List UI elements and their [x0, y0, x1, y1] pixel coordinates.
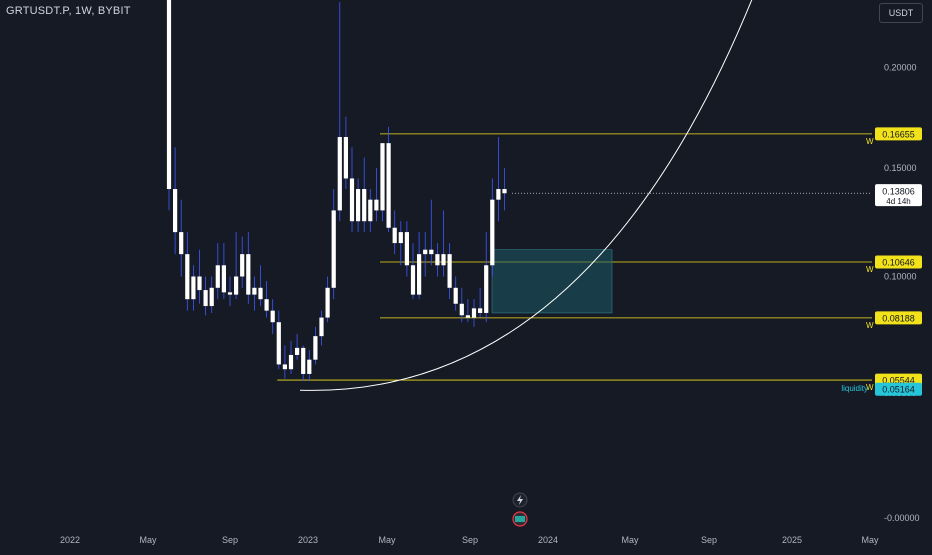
level-tag: W [866, 321, 874, 330]
current-price-value: 0.13806 [882, 187, 915, 197]
x-tick-label: Sep [222, 535, 238, 545]
liquidity-price-tag [875, 382, 922, 396]
candle-body [362, 189, 367, 222]
candle-body [270, 310, 275, 323]
candle-body [301, 347, 306, 374]
level-price-text: 0.16655 [882, 129, 915, 139]
candle-body [307, 359, 312, 374]
candle-body [502, 189, 507, 194]
candle-body [203, 290, 208, 307]
candle-body [423, 249, 428, 255]
candle-body [234, 276, 239, 295]
candle-body [356, 189, 361, 222]
candle-body [478, 308, 483, 313]
y-tick-label: 0.20000 [884, 63, 917, 73]
x-tick-label: Sep [462, 535, 478, 545]
candle-body [343, 137, 348, 179]
x-tick-label: May [621, 535, 639, 545]
bar-countdown: 4d 14h [886, 197, 910, 206]
candle-body [319, 317, 324, 337]
candle-body [386, 143, 391, 228]
candle-body [258, 287, 263, 300]
candle-body [264, 299, 269, 311]
candle-body [392, 227, 397, 244]
x-tick-label: May [861, 535, 879, 545]
candle-body [410, 265, 416, 295]
candle-body [288, 354, 294, 370]
candle-body [215, 265, 220, 288]
demand-zone [491, 249, 613, 314]
candle-body [331, 210, 336, 288]
candle-body [435, 254, 440, 266]
lightning-glyph [517, 495, 523, 505]
candle-body [453, 287, 458, 304]
candle-body [465, 315, 470, 318]
candle-body [417, 254, 422, 295]
level-price-tag [875, 255, 922, 269]
level-tag: W [866, 265, 874, 274]
candle-body [337, 137, 342, 211]
candle-body [240, 254, 245, 277]
x-tick-label: Sep [701, 535, 717, 545]
candle-body [398, 232, 403, 244]
y-tick-label: 0.10000 [884, 272, 917, 282]
candle-body [447, 254, 452, 288]
candle-body [282, 364, 287, 370]
x-tick-label: 2022 [60, 535, 80, 545]
candle-body [246, 254, 251, 295]
candle-body [490, 199, 495, 266]
candle-body [185, 254, 190, 300]
candle-body [197, 276, 202, 291]
liquidity-label: liquidity [841, 384, 868, 393]
candle-body [166, 0, 172, 190]
currency-button[interactable]: USDT [879, 3, 923, 23]
y-tick-label: -0.00000 [884, 513, 920, 523]
candle-body [295, 347, 300, 355]
x-tick-label: May [139, 535, 157, 545]
level-price-tag [875, 127, 922, 141]
liquidity-price-text: 0.05164 [882, 385, 915, 395]
candle-body [368, 199, 373, 222]
candle-body [179, 232, 184, 255]
level-price-text: 0.10646 [882, 258, 915, 268]
candle-body [349, 178, 355, 222]
level-price-tag [875, 311, 922, 325]
level-tag: W [866, 137, 874, 146]
level-price-text: 0.05544 [882, 376, 915, 386]
candle-body [484, 265, 489, 313]
candle-body [459, 303, 464, 316]
candle-body [496, 189, 501, 200]
event-icon-glyph [515, 516, 525, 522]
y-tick-label: 0.15000 [884, 163, 917, 173]
x-tick-label: May [378, 535, 396, 545]
candle-body [252, 287, 257, 295]
candle-body [325, 287, 330, 318]
symbol-title: GRTUSDT.P, 1W, BYBIT [6, 5, 131, 17]
x-tick-label: 2023 [298, 535, 318, 545]
current-price-tag [875, 184, 922, 207]
candle-body [209, 287, 214, 307]
level-tag: W [866, 383, 874, 392]
projection-curve [299, 0, 753, 391]
candle-body [380, 143, 385, 211]
candle-body [227, 292, 233, 295]
candle-body [471, 308, 477, 318]
candle-body [429, 249, 434, 255]
candle-body [441, 254, 446, 266]
candle-body [404, 232, 409, 266]
x-tick-label: 2025 [782, 535, 802, 545]
x-tick-label: 2024 [538, 535, 558, 545]
candle-body [276, 322, 281, 365]
candle-body [191, 276, 196, 300]
candle-body [173, 189, 178, 233]
candle-body [374, 199, 379, 211]
candle-body [313, 336, 318, 360]
level-price-text: 0.08188 [882, 313, 915, 323]
candle-body [221, 265, 226, 293]
